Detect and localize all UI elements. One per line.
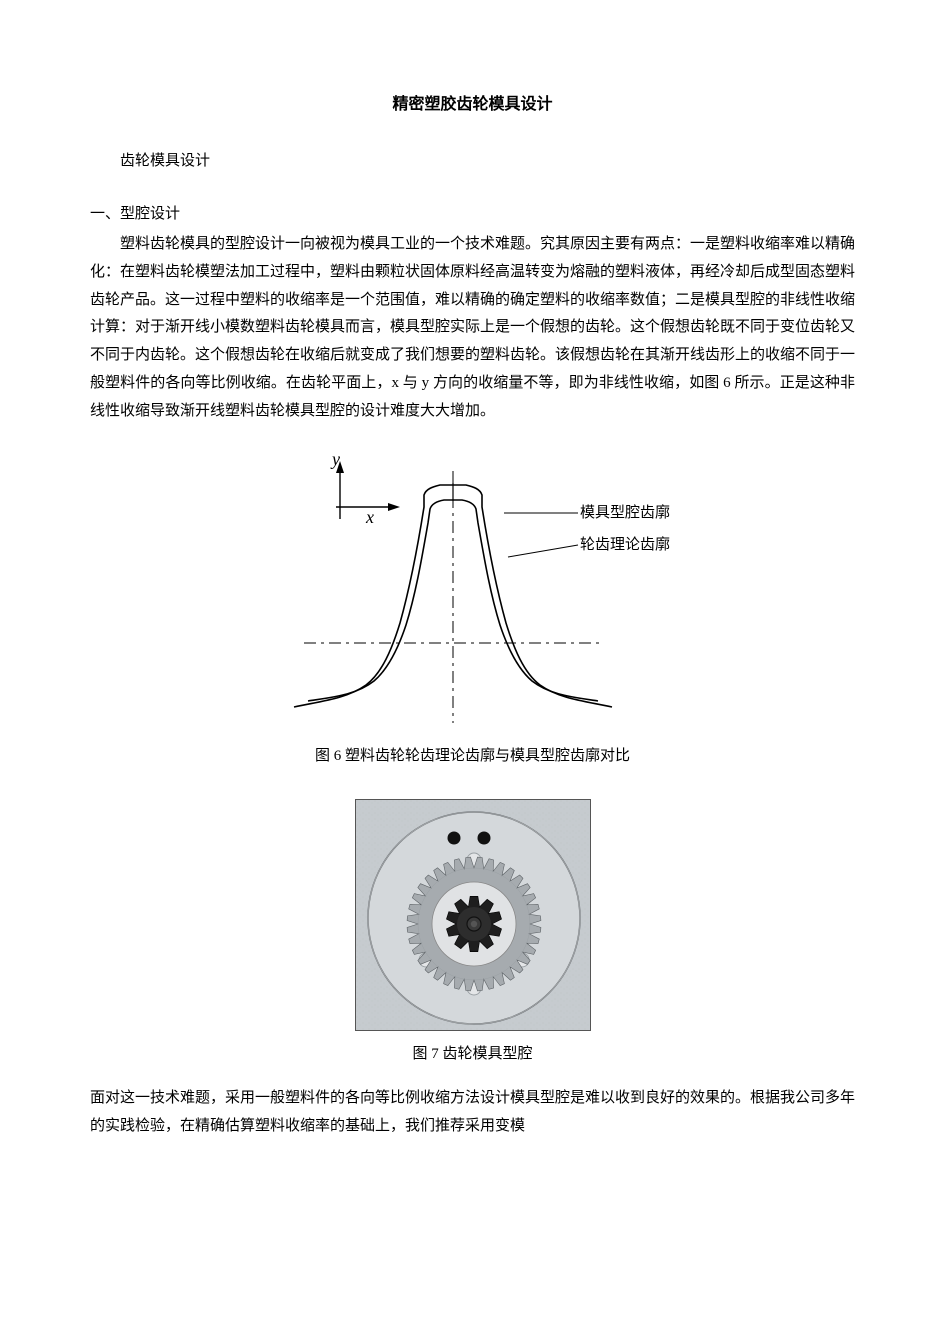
annotation-inner: 轮齿理论齿廓 [580, 536, 670, 553]
document-subtitle: 齿轮模具设计 [90, 148, 855, 176]
axis-y-label: y [330, 453, 340, 469]
closing-paragraph: 面对这一技术难题，采用一般塑料件的各向等比例收缩方法设计模具型腔是难以收到良好的… [90, 1085, 855, 1141]
pin-hole-right [477, 832, 490, 845]
figure-7-svg [356, 800, 591, 1031]
section-1-heading: 一、型腔设计 [90, 201, 855, 229]
figure-6: y x 模具型腔齿廓 轮齿理论齿廓 [90, 453, 855, 733]
figure-7-caption: 图 7 齿轮模具型腔 [90, 1041, 855, 1069]
section-1-body: 塑料齿轮模具的型腔设计一向被视为模具工业的一个技术难题。究其原因主要有两点：一是… [90, 231, 855, 425]
figure-6-svg: y x 模具型腔齿廓 轮齿理论齿廓 [258, 453, 688, 733]
annotation-outer: 模具型腔齿廓 [580, 504, 670, 521]
leader-inner [508, 545, 578, 557]
figure-6-caption: 图 6 塑料齿轮轮齿理论齿廓与模具型腔齿廓对比 [90, 743, 855, 771]
document-title: 精密塑胶齿轮模具设计 [90, 90, 855, 120]
figure-7 [90, 799, 855, 1031]
axes: y x [330, 453, 400, 527]
pin-hole-left [447, 832, 460, 845]
axis-x-label: x [365, 507, 374, 527]
figure-7-frame [355, 799, 591, 1031]
